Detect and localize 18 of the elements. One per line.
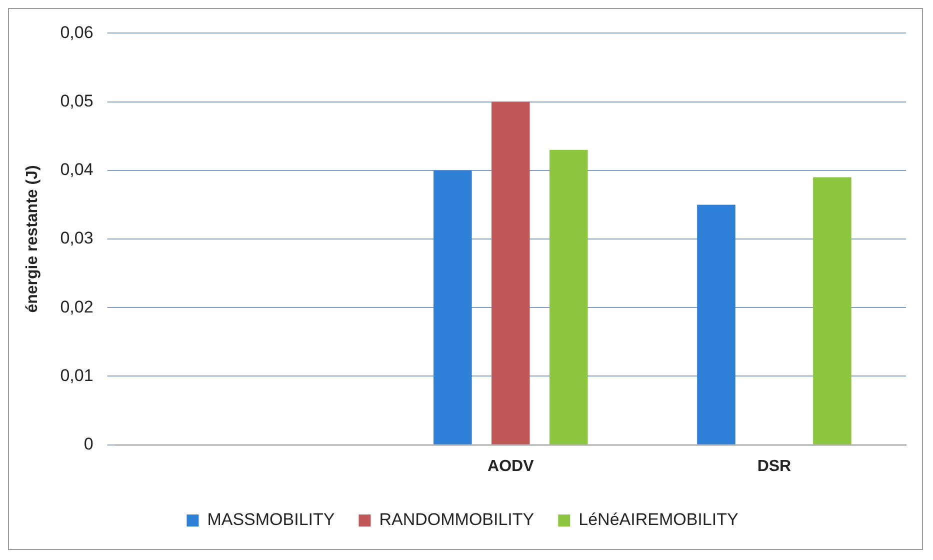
y-axis-title: énergie restante (J) [24,165,42,313]
bar [549,150,588,444]
y-tick-label: 0,05 [60,91,94,110]
bar [434,170,472,444]
y-tick-label: 0,03 [60,228,94,248]
x-tick-label: DSR [757,458,792,475]
bar [697,204,736,444]
bar [492,102,530,444]
y-tick-label: 0,01 [60,366,94,385]
legend-label: MASSMOBILITY [207,510,335,530]
y-tick-label: 0,06 [60,22,94,42]
y-tick-label: 0 [84,434,94,454]
y-tick-label: 0,04 [60,160,94,180]
bar [813,177,852,444]
legend-label: RANDOMMOBILITY [379,510,534,530]
x-tick-label: AODV [488,458,534,475]
legend-label: LéNéAIREMOBILITY [578,510,738,530]
y-tick-label: 0,02 [60,297,94,316]
